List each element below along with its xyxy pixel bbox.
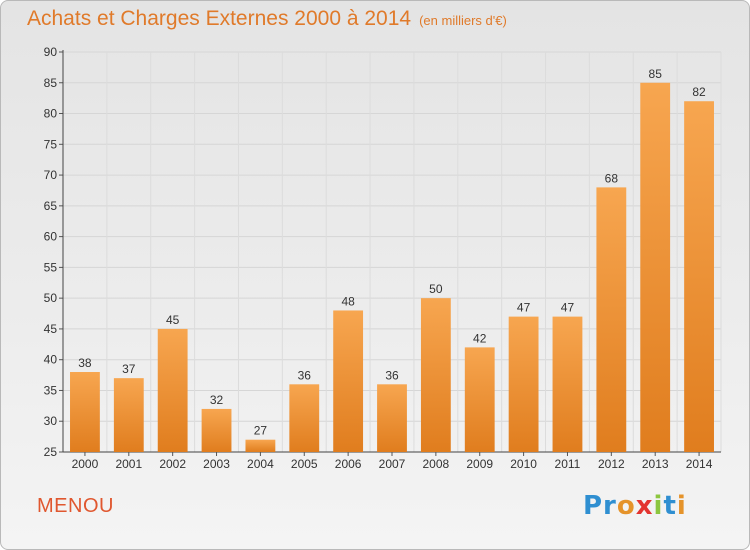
bar xyxy=(245,439,276,452)
x-tick-label: 2002 xyxy=(159,457,186,471)
y-tick-label: 70 xyxy=(44,168,58,182)
bar-value-label: 48 xyxy=(341,294,355,308)
bar xyxy=(201,408,232,452)
bar-value-label: 38 xyxy=(78,356,92,370)
bar-value-label: 82 xyxy=(692,85,706,99)
chart-title-text: Achats et Charges Externes 2000 à 2014 xyxy=(27,7,412,30)
bar-value-label: 45 xyxy=(166,313,180,327)
x-tick-label: 2011 xyxy=(555,457,581,471)
chart-subtitle: (en milliers d'€) xyxy=(419,13,507,28)
bar-value-label: 37 xyxy=(122,362,136,376)
y-tick-label: 40 xyxy=(44,353,58,367)
y-tick-label: 90 xyxy=(44,45,58,59)
y-tick-label: 65 xyxy=(44,199,58,213)
x-tick-label: 2005 xyxy=(291,457,318,471)
y-tick-label: 85 xyxy=(44,76,58,90)
bar xyxy=(552,316,583,452)
y-tick-label: 60 xyxy=(44,230,58,244)
y-tick-label: 80 xyxy=(44,107,58,121)
proxiti-logo[interactable]: Proxiti xyxy=(583,491,687,521)
bar-value-label: 27 xyxy=(254,424,268,438)
x-tick-label: 2010 xyxy=(510,457,537,471)
bar xyxy=(157,328,188,452)
bar xyxy=(289,384,320,452)
x-tick-label: 2001 xyxy=(115,457,142,471)
x-tick-label: 2007 xyxy=(379,457,406,471)
bar-value-label: 47 xyxy=(561,301,575,315)
y-tick-label: 30 xyxy=(44,414,58,428)
city-name: MENOU xyxy=(37,495,114,517)
chart-title: Achats et Charges Externes 2000 à 2014 (e… xyxy=(27,7,507,31)
bar xyxy=(596,187,627,452)
y-tick-label: 50 xyxy=(44,291,58,305)
bar xyxy=(640,82,671,453)
x-tick-label: 2004 xyxy=(247,457,274,471)
y-tick-label: 55 xyxy=(44,260,58,274)
y-tick-label: 45 xyxy=(44,322,58,336)
bar xyxy=(113,378,144,452)
bar-value-label: 36 xyxy=(298,368,312,382)
bar-value-label: 32 xyxy=(210,393,224,407)
bar-value-label: 50 xyxy=(429,282,443,296)
x-tick-label: 2008 xyxy=(423,457,450,471)
bar xyxy=(464,347,495,452)
x-tick-label: 2014 xyxy=(686,457,713,471)
x-tick-label: 2013 xyxy=(642,457,669,471)
bar-value-label: 85 xyxy=(649,67,663,81)
y-tick-label: 75 xyxy=(44,137,58,151)
bar xyxy=(684,101,714,452)
x-tick-label: 2012 xyxy=(598,457,625,471)
bar xyxy=(377,384,407,452)
x-tick-label: 2006 xyxy=(335,457,362,471)
bar xyxy=(333,310,364,452)
bar-value-label: 36 xyxy=(385,368,399,382)
y-tick-label: 25 xyxy=(44,445,58,459)
bar xyxy=(70,372,100,452)
y-tick-label: 35 xyxy=(44,383,58,397)
x-tick-label: 2000 xyxy=(72,457,99,471)
bar xyxy=(420,298,451,452)
x-tick-label: 2009 xyxy=(466,457,493,471)
x-tick-label: 2003 xyxy=(203,457,230,471)
bar xyxy=(508,316,539,452)
bar-value-label: 47 xyxy=(517,301,531,315)
bar-value-label: 68 xyxy=(605,171,619,185)
bar-value-label: 42 xyxy=(473,331,487,345)
